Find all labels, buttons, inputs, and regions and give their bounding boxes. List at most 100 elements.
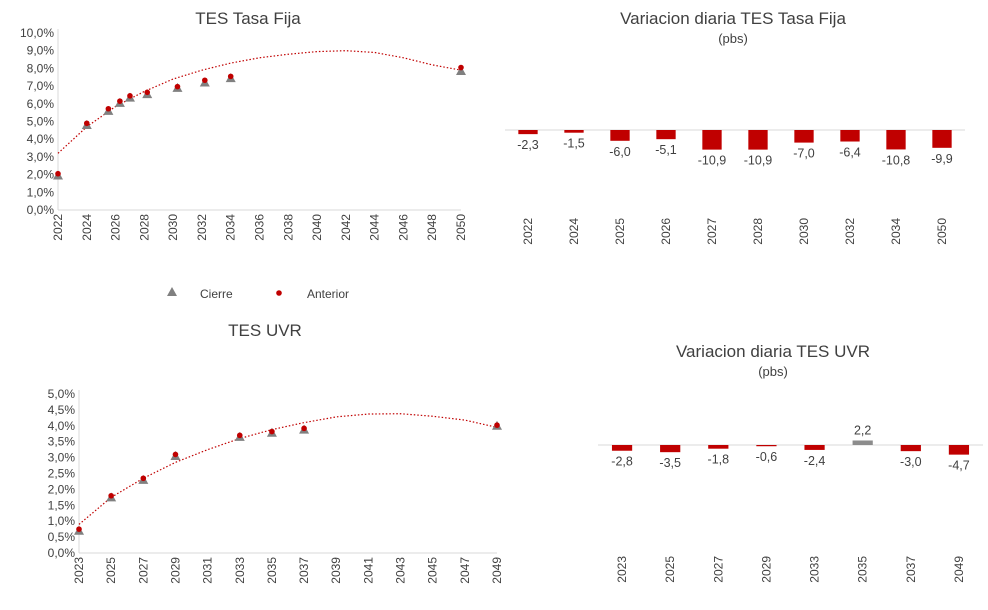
x-tick-label: 2037 (904, 556, 918, 583)
x-tick-label: 2025 (104, 557, 118, 584)
anterior-marker-icon (276, 290, 282, 296)
bar (564, 130, 584, 133)
x-tick-label: 2039 (329, 557, 343, 584)
x-tick-label: 2033 (808, 556, 822, 583)
legend: Cierre Anterior (167, 287, 349, 301)
y-tick-label: 1,0% (48, 514, 76, 528)
bar (948, 445, 970, 455)
bar-data-label: -4,7 (948, 459, 970, 473)
x-tick-label: 2048 (425, 214, 439, 241)
chart-subtitle: (pbs) (758, 364, 788, 379)
x-tick-label: 2024 (80, 214, 94, 241)
y-tick-label: 7,0% (27, 79, 55, 93)
bar-data-label: -2,4 (804, 454, 826, 468)
bar-data-label: -2,8 (611, 455, 633, 469)
bar (708, 445, 729, 449)
y-tick-label: 2,0% (27, 168, 55, 182)
bar-data-label: -7,0 (793, 147, 815, 161)
x-tick-label: 2050 (454, 214, 468, 241)
chart-title: TES UVR (228, 321, 302, 340)
trend-line (78, 413, 498, 525)
x-tick-label: 2045 (426, 557, 440, 584)
bar (794, 130, 814, 143)
bar (932, 130, 952, 148)
x-tick-label: 2029 (759, 556, 773, 583)
anterior-point (127, 93, 133, 99)
bar-data-label: -0,6 (756, 450, 778, 464)
legend-label-anterior: Anterior (307, 287, 349, 301)
tes-uvr-chart: TES UVR 0,0% 0,5% 1,0% 1,5% 2,0%2,5% 3,0% 3,5% 4… (48, 321, 504, 584)
x-tick-label: 2030 (166, 214, 180, 241)
anterior-point (227, 73, 234, 80)
y-tick-label: 1,5% (48, 498, 76, 512)
y-tick-label: 4,0% (48, 419, 76, 433)
x-tick-label: 2042 (339, 214, 353, 241)
x-tick-label: 2026 (659, 218, 673, 245)
x-tick-label: 2026 (109, 214, 123, 241)
y-tick-label: 6,0% (27, 97, 55, 111)
x-tick-label: 2027 (705, 218, 719, 245)
x-tick-label: 2031 (201, 557, 215, 584)
y-tick-label: 4,0% (27, 132, 55, 146)
anterior-point (117, 98, 123, 104)
anterior-point (76, 526, 82, 532)
bar (660, 445, 681, 453)
x-tick-label: 2034 (889, 218, 903, 245)
anterior-point (83, 120, 90, 127)
chart-title: Variacion diaria TES UVR (676, 342, 870, 361)
bar-data-label: 2,2 (854, 423, 871, 437)
bar-data-label: -10,9 (744, 154, 773, 168)
bar (702, 130, 722, 150)
bar-data-label: -3,5 (659, 456, 681, 470)
x-tick-label: 2028 (751, 218, 765, 245)
bar-data-label: -6,4 (839, 146, 861, 160)
y-tick-label: 1,0% (27, 185, 55, 199)
x-tick-label: 2032 (195, 214, 209, 241)
y-tick-label: 4,5% (48, 403, 76, 417)
x-tick-label: 2049 (952, 556, 966, 583)
y-tick-label: 10,0% (20, 26, 54, 40)
bar-data-label: -6,0 (609, 145, 631, 159)
y-tick-label: 0,5% (48, 530, 76, 544)
x-tick-label: 2023 (615, 556, 629, 583)
anterior-point (458, 64, 464, 71)
x-tick-label: 2040 (310, 214, 324, 241)
anterior-point (108, 492, 114, 499)
bar-data-label: -10,8 (882, 153, 911, 167)
bar-data-label: -5,1 (655, 143, 677, 157)
legend-item-cierre: Cierre (167, 287, 233, 301)
anterior-point (174, 83, 181, 90)
variacion-tasa-fija-chart: Variacion diaria TES Tasa Fija (pbs) -2,3 2… (505, 9, 965, 245)
x-tick-label: 2022 (51, 214, 65, 241)
bar-data-label: -1,8 (708, 453, 730, 467)
variacion-uvr-chart: Variacion diaria TES UVR (pbs) -2,8 2023 -3,… (598, 342, 983, 583)
bar (748, 130, 768, 150)
x-tick-label: 2044 (368, 214, 382, 241)
chart-title: TES Tasa Fija (195, 9, 301, 28)
x-tick-label: 2038 (281, 214, 295, 241)
x-tick-label: 2029 (168, 557, 182, 584)
y-tick-label: 2,5% (48, 467, 76, 481)
x-tick-label: 2035 (265, 557, 279, 584)
anterior-point (105, 105, 112, 112)
anterior-point (269, 428, 275, 435)
x-tick-label: 2035 (856, 556, 870, 583)
x-tick-label: 2049 (490, 557, 504, 584)
bar (611, 445, 633, 451)
cierre-point (456, 66, 466, 76)
chart-title: Variacion diaria TES Tasa Fija (620, 9, 846, 28)
bar (804, 445, 825, 450)
y-tick-label: 2,0% (48, 482, 76, 496)
anterior-point (494, 422, 500, 428)
x-tick-label: 2033 (233, 557, 247, 584)
bar (518, 130, 538, 135)
bar-data-label: -2,3 (517, 138, 539, 152)
chart-subtitle: (pbs) (718, 31, 748, 46)
x-tick-label: 2046 (396, 214, 410, 241)
y-tick-label: 3,0% (48, 451, 76, 465)
bar-data-label: -1,5 (563, 137, 585, 151)
x-tick-label: 2022 (521, 218, 535, 245)
y-tick-label: 9,0% (27, 44, 55, 58)
y-tick-label: 5,0% (27, 115, 55, 129)
y-tick-label: 5,0% (48, 387, 76, 401)
